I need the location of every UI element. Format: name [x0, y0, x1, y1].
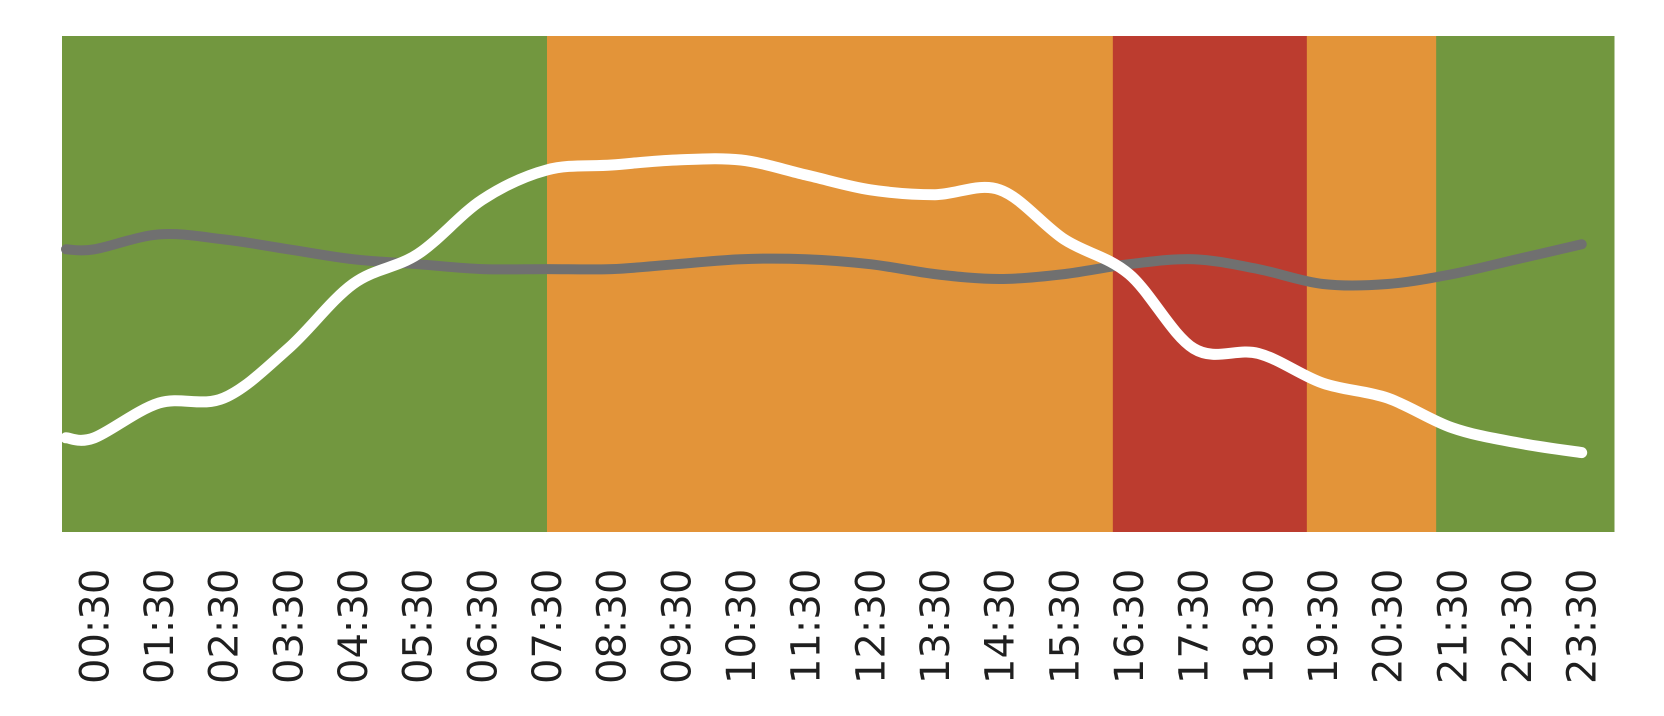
x-tick-label: 01:30: [137, 569, 183, 684]
x-tick-label: 19:30: [1301, 569, 1347, 684]
series-lines: [60, 153, 1588, 459]
x-tick-label: 20:30: [1366, 569, 1412, 684]
x-tick-label: 00:30: [72, 569, 118, 684]
x-tick-label: 21:30: [1430, 569, 1476, 684]
x-tick-label: 11:30: [784, 569, 830, 684]
x-tick-label: 05:30: [396, 569, 442, 684]
x-tick-label: 15:30: [1042, 569, 1088, 684]
x-tick-label: 12:30: [848, 569, 894, 684]
series-line-1: [61, 229, 1587, 291]
x-tick-labels: 00:30 01:30 02:30 03:30 04:30 05:30 06:30 07:30…: [72, 569, 1605, 684]
x-tick-label: 09:30: [654, 569, 700, 684]
series-line-0: [60, 153, 1588, 459]
x-tick-label: 18:30: [1236, 569, 1282, 684]
x-tick-label: 03:30: [266, 569, 312, 684]
background-band-4: [1436, 36, 1615, 532]
x-tick-label: 13:30: [913, 569, 959, 684]
x-tick-label: 06:30: [460, 569, 506, 684]
background-band-0: [62, 36, 548, 532]
x-tick-label: 07:30: [525, 569, 571, 684]
x-tick-label: 02:30: [202, 569, 248, 684]
x-tick-label: 04:30: [331, 569, 377, 684]
x-tick-label: 10:30: [719, 569, 765, 684]
x-tick-label: 14:30: [978, 569, 1024, 684]
background-band-1: [547, 36, 1114, 532]
x-tick-label: 23:30: [1560, 569, 1606, 684]
x-tick-label: 17:30: [1172, 569, 1218, 684]
x-tick-label: 08:30: [590, 569, 636, 684]
x-tick-label: 16:30: [1107, 569, 1153, 684]
x-tick-label: 22:30: [1495, 569, 1541, 684]
